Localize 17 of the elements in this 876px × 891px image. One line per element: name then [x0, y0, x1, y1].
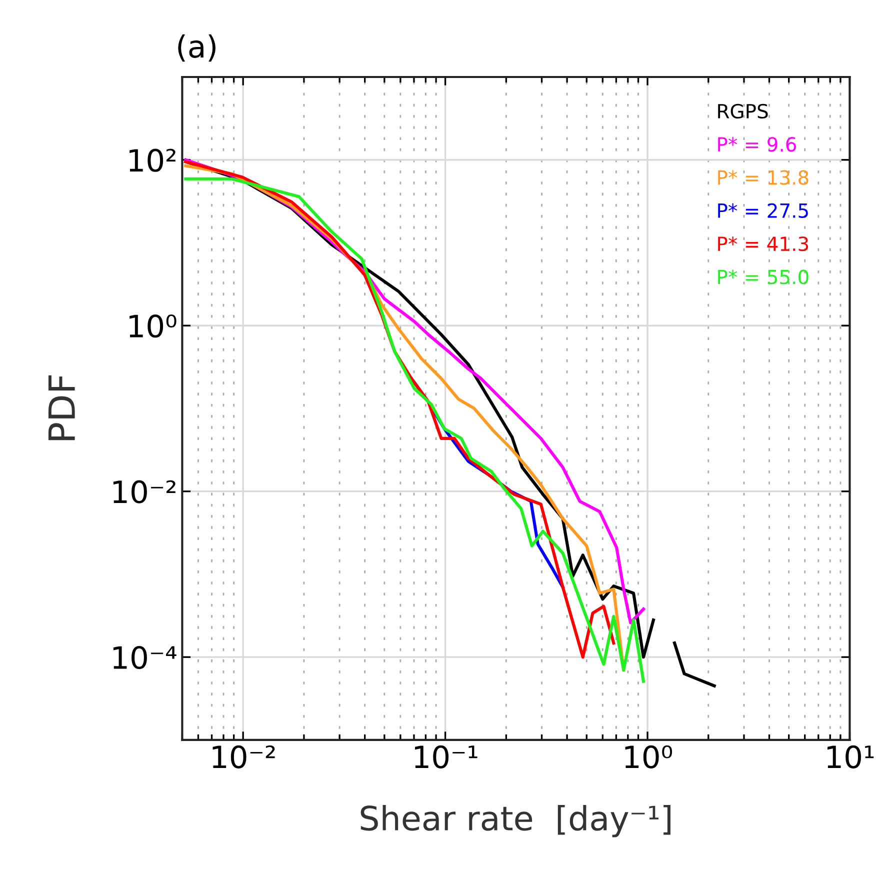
text: P* = 55.0 [718, 270, 808, 284]
text: P* = 13.8 [718, 170, 808, 185]
x-tick-label: 10⁰ [625, 745, 672, 768]
x-tick-label: 10¹ [828, 745, 874, 768]
legend-label: RGPS [718, 104, 768, 119]
text: P* = 9.6 [718, 136, 796, 152]
y-axis-title: PDF [48, 375, 75, 440]
y-tick-label: 10² [130, 148, 176, 172]
text: P* = 41.3 [718, 236, 808, 252]
x-tick-label: 10⁻¹ [415, 745, 478, 768]
y-tick-label: 10⁻⁴ [113, 646, 176, 670]
chart-title: (a) [178, 34, 216, 62]
x-tick-label: 10⁻² [212, 745, 275, 768]
y-tick-label: 10⁻² [113, 480, 176, 504]
y-tick-label: 10⁰ [130, 314, 176, 338]
text: P* = 27.5 [718, 203, 808, 218]
x-axis-title: Shear rate [day⁻¹] [360, 804, 670, 838]
